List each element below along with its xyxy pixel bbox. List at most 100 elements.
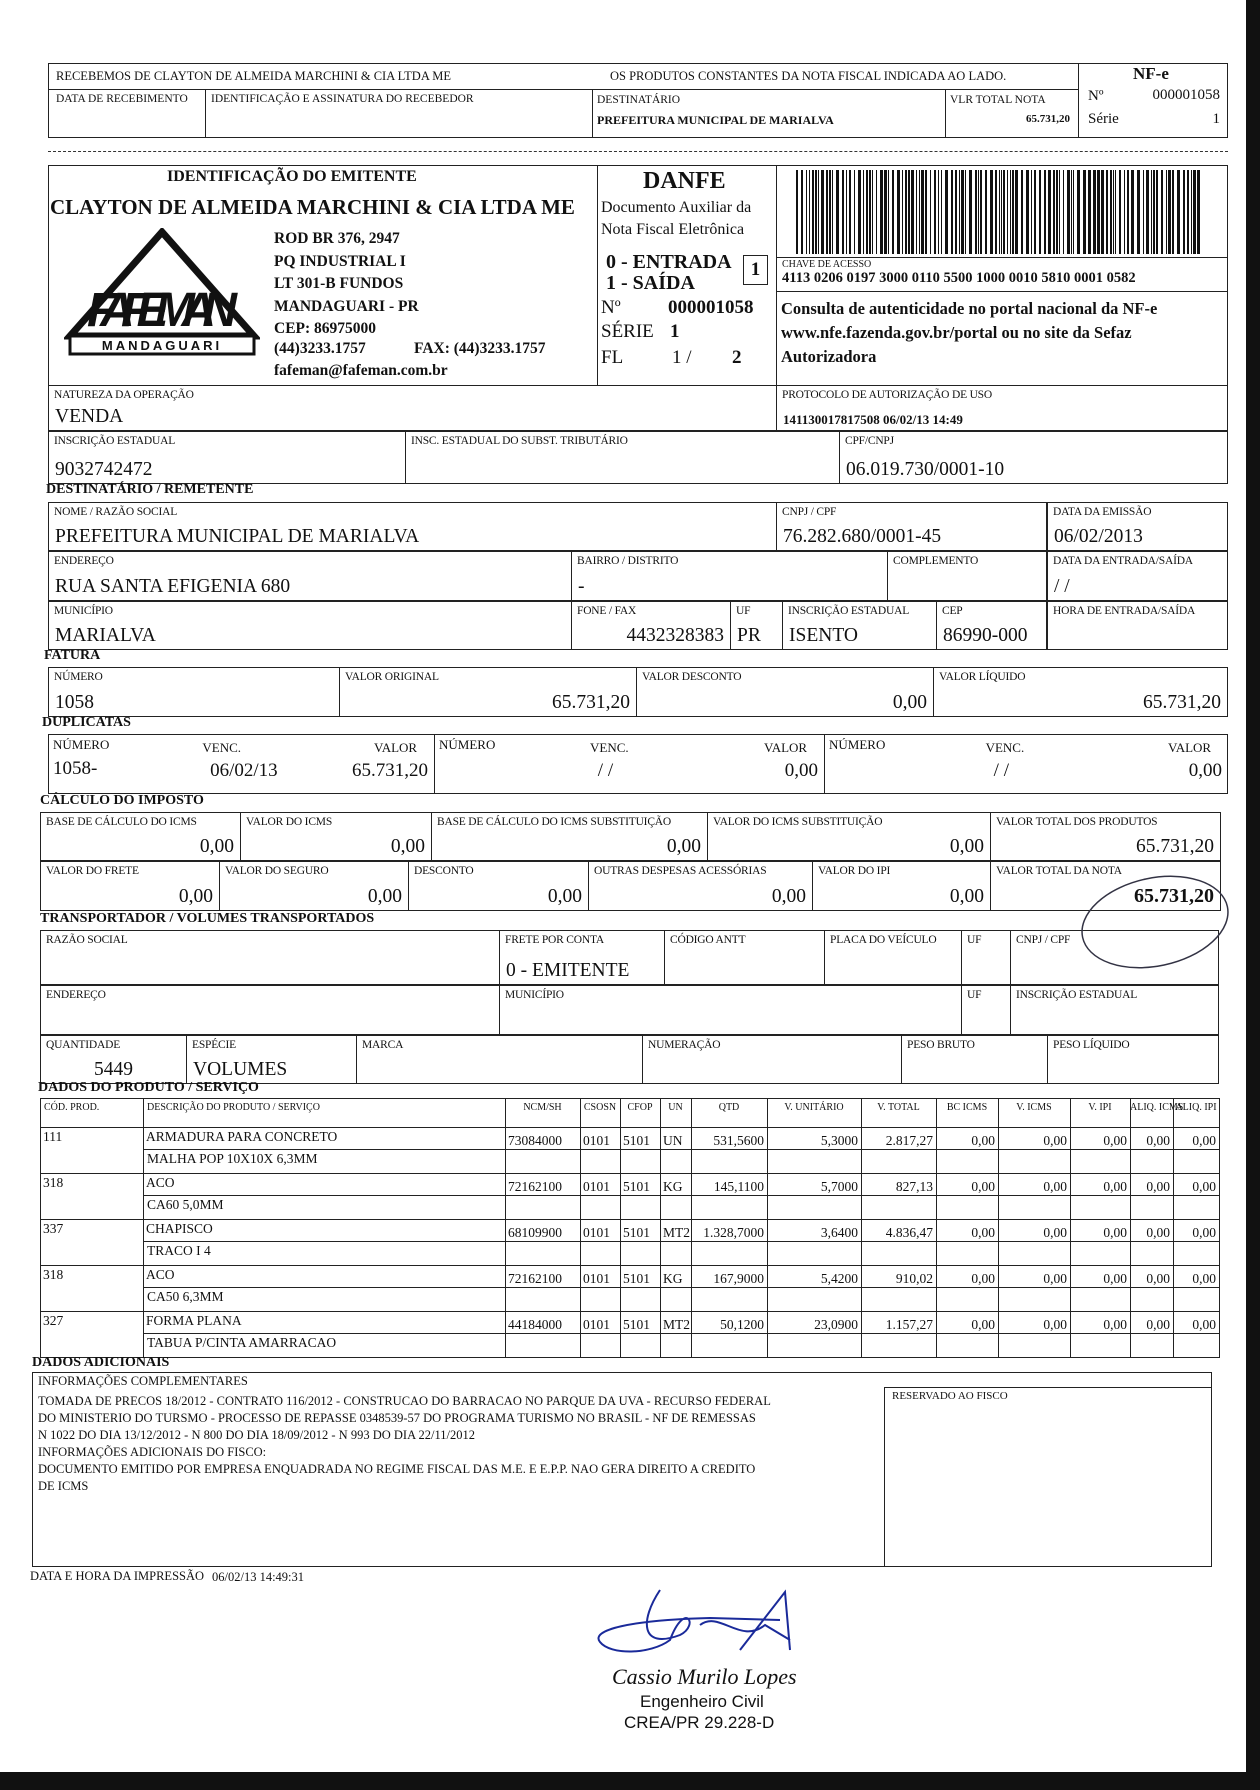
bc-st-label: BASE DE CÁLCULO DO ICMS SUBSTITUIÇÃO: [437, 816, 671, 828]
barcode-bar: [1044, 170, 1046, 254]
ie-emitente-value: 9032742472: [55, 459, 153, 480]
row-subdivider: [143, 1241, 1220, 1242]
info-line: DE ICMS: [38, 1479, 89, 1493]
v-st-value: 0,00: [949, 836, 984, 857]
transp-municipio-field: MUNICÍPIO: [499, 985, 962, 1035]
barcode-bar: [1197, 170, 1200, 254]
transp-peso-liquido-field: PESO LÍQUIDO: [1047, 1035, 1219, 1084]
barcode-bar: [969, 170, 972, 254]
receipt-products-note: OS PRODUTOS CONSTANTES DA NOTA FISCAL IN…: [610, 69, 1007, 83]
column-header: CSOSN: [583, 1102, 617, 1113]
barcode-bar: [978, 170, 979, 254]
bc-icms-field: BASE DE CÁLCULO DO ICMS 0,00: [40, 812, 241, 861]
v-st-label: VALOR DO ICMS SUBSTITUIÇÃO: [713, 816, 883, 828]
barcode-bar: [902, 170, 903, 254]
product-aicms: 0,00: [1146, 1271, 1170, 1286]
product-un: MT2: [663, 1317, 690, 1332]
duplicatas-box: [48, 734, 1228, 794]
dest-cep-label: CEP: [942, 605, 963, 617]
transp-frete-value: 0 - EMITENTE: [506, 960, 630, 981]
product-ncm: 73084000: [508, 1133, 562, 1148]
emitente-address-line: ROD BR 376, 2947: [274, 230, 400, 247]
barcode-bar: [1088, 170, 1091, 254]
dest-cep-value: 86990-000: [943, 625, 1028, 646]
transp-placa-label: PLACA DO VEÍCULO: [830, 934, 937, 946]
adicionais-box: [32, 1372, 1212, 1567]
pen-circle-mark: [1081, 875, 1229, 969]
column-divider: [143, 1098, 144, 1357]
row-divider: [40, 1127, 1220, 1128]
row-subdivider: [143, 1333, 1220, 1334]
product-csosn: 0101: [583, 1317, 610, 1332]
barcode-bar: [925, 170, 927, 254]
bc-icms-value: 0,00: [199, 836, 234, 857]
adicionais-section-label: DADOS ADICIONAIS: [32, 1355, 170, 1370]
barcode-bar: [854, 170, 855, 254]
dest-cep-field: CEP 86990-000: [936, 601, 1047, 650]
product-ncm: 68109900: [508, 1225, 562, 1240]
barcode-bar: [842, 170, 844, 254]
product-cod: 337: [43, 1221, 64, 1236]
barcode-bar: [965, 170, 966, 254]
duplicata-valor: 0,00: [784, 760, 818, 781]
fatura-original-value: 65.731,20: [552, 692, 630, 713]
product-qtd: 145,1100: [713, 1179, 764, 1194]
product-aipi: 0,00: [1192, 1225, 1216, 1240]
product-cfop: 5101: [623, 1133, 650, 1148]
product-bc: 0,00: [971, 1225, 995, 1240]
products-box: [40, 1098, 1220, 1358]
duplicata-valor: 0,00: [1188, 760, 1222, 781]
product-vtotal: 910,02: [895, 1271, 933, 1286]
danfe-number: 000001058: [668, 297, 754, 318]
info-complementares-text: TOMADA DE PRECOS 18/2012 - CONTRATO 116/…: [38, 1393, 771, 1495]
barcode-icon: [796, 170, 1200, 254]
barcode-bar: [872, 170, 873, 254]
fatura-numero-label: NÚMERO: [54, 671, 103, 683]
barcode-bar: [1161, 170, 1163, 254]
barcode-bar: [1146, 170, 1149, 254]
transp-quantidade-label: QUANTIDADE: [46, 1039, 121, 1051]
barcode-bar: [806, 170, 807, 254]
barcode-bar: [1137, 170, 1140, 254]
product-bc: 0,00: [971, 1133, 995, 1148]
product-un: KG: [663, 1271, 683, 1286]
barcode-bar: [821, 170, 824, 254]
product-vipi: 0,00: [1103, 1225, 1127, 1240]
barcode-bar: [990, 170, 993, 254]
column-divider: [580, 1098, 581, 1357]
protocolo-value: 141130017817508 06/02/13 14:49: [783, 412, 963, 427]
dest-uf-field: UF PR: [730, 601, 783, 650]
product-desc2: TABUA P/CINTA AMARRACAO: [147, 1335, 337, 1350]
column-divider: [620, 1098, 621, 1357]
column-header: DESCRIÇÃO DO PRODUTO / SERVIÇO: [147, 1102, 320, 1113]
emitente-address-line: CEP: 86975000: [274, 320, 377, 337]
barcode-bar: [911, 170, 914, 254]
fatura-section-label: FATURA: [44, 648, 101, 663]
transporte-section-label: TRANSPORTADOR / VOLUMES TRANSPORTADOS: [40, 911, 375, 926]
transp-marca-field: MARCA: [356, 1035, 643, 1084]
receipt-total-value: 65.731,20: [1026, 113, 1070, 125]
ie-emitente-field: INSCRIÇÃO ESTADUAL 9032742472: [48, 431, 406, 484]
column-divider: [861, 1098, 862, 1357]
product-vunit: 5,3000: [820, 1133, 858, 1148]
barcode-bar: [1071, 170, 1072, 254]
scan-edge: [1246, 0, 1260, 1790]
barcode-bar: [995, 170, 997, 254]
protocolo-label: PROTOCOLO DE AUTORIZAÇÃO DE USO: [782, 389, 992, 401]
product-desc: ACO: [146, 1267, 175, 1282]
barcode-bar: [815, 170, 817, 254]
barcode-bar: [975, 170, 977, 254]
fatura-liquido-label: VALOR LÍQUIDO: [939, 671, 1026, 683]
product-csosn: 0101: [583, 1133, 610, 1148]
danfe-number-label: Nº: [601, 297, 621, 318]
receipt-number: 000001058: [1152, 87, 1221, 103]
product-vipi: 0,00: [1103, 1271, 1127, 1286]
receipt-dest-label: DESTINATÁRIO: [597, 94, 681, 106]
barcode-bar: [1031, 170, 1032, 254]
barcode-bar: [1026, 170, 1029, 254]
product-vicms: 0,00: [1043, 1317, 1067, 1332]
column-header: QTD: [718, 1102, 740, 1113]
barcode-bar: [905, 170, 907, 254]
receipt-number-label: Nº: [1088, 88, 1104, 104]
receipt-date-label: DATA DE RECEBIMENTO: [56, 93, 188, 105]
